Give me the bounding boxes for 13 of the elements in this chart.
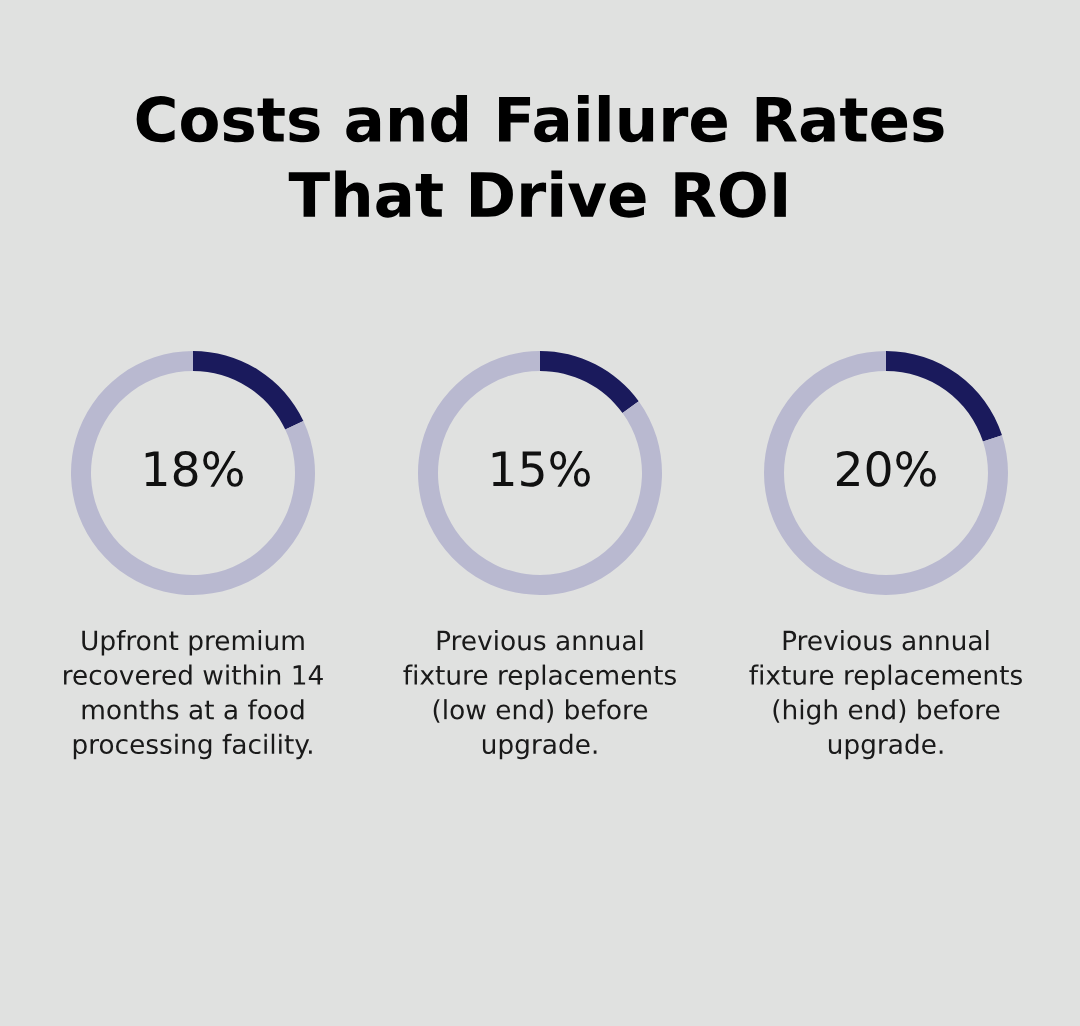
- donut-slice: [71, 351, 315, 595]
- text: Previous annual fixture replacements (high end) before upgrade.: [749, 630, 1022, 760]
- donut-slice: [886, 351, 1003, 442]
- donut-slice: [418, 351, 662, 595]
- text: Costs and Failure Rates That Drive ROI: [136, 95, 944, 218]
- data-label: 18%: [145, 450, 243, 487]
- data-label: 15%: [492, 450, 590, 487]
- donut-slice: [540, 351, 639, 414]
- text: Upfront premium recovered within 14 months at a food processing facility.: [64, 630, 323, 760]
- donut-slice: [193, 351, 304, 430]
- data-label: 20%: [836, 450, 936, 487]
- donut-slice: [764, 351, 1008, 595]
- text: Previous annual fixture replacements (low end) before upgrade.: [403, 630, 676, 760]
